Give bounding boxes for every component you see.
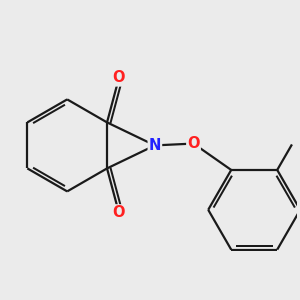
Text: N: N	[149, 138, 161, 153]
Text: O: O	[187, 136, 200, 151]
Text: O: O	[113, 70, 125, 86]
Text: O: O	[113, 205, 125, 220]
